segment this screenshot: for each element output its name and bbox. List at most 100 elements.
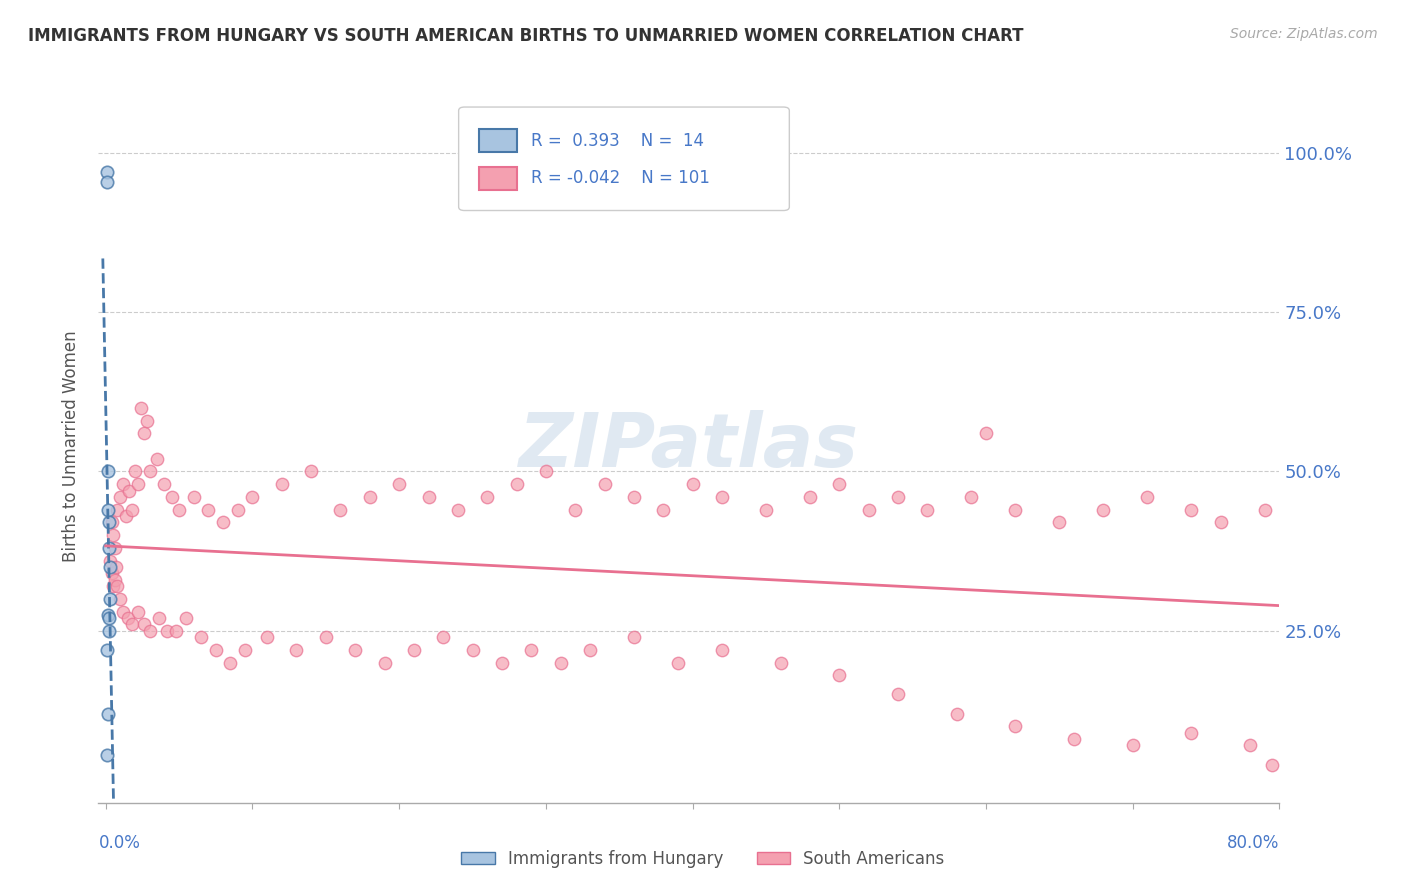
Point (828, 477, 851, 491)
Point (127, 605, 149, 619)
Point (129, 401, 152, 415)
Point (1122, 739, 1144, 753)
Point (103, 573, 125, 587)
Point (1261, 757, 1284, 772)
Point (190, 630, 212, 644)
Point (505, 477, 527, 491)
Point (101, 579, 124, 593)
Point (666, 656, 689, 670)
Point (98, 541, 121, 555)
Point (461, 643, 484, 657)
Point (623, 490, 645, 504)
Point (315, 630, 337, 644)
Point (1180, 502, 1202, 516)
Point (402, 643, 425, 657)
Point (165, 624, 187, 638)
Point (579, 643, 602, 657)
Point (101, 528, 124, 542)
Point (98, 554, 121, 568)
Point (329, 502, 352, 516)
Point (103, 541, 125, 555)
Point (204, 643, 226, 657)
Point (146, 451, 169, 466)
Point (285, 643, 308, 657)
Point (710, 643, 733, 657)
Point (256, 630, 278, 644)
Point (219, 656, 242, 670)
Point (682, 477, 704, 491)
Point (755, 502, 778, 516)
Point (135, 413, 157, 427)
Point (96, 607, 118, 622)
Point (97, 611, 120, 625)
FancyBboxPatch shape (458, 107, 789, 211)
Point (477, 490, 499, 504)
Point (945, 706, 967, 721)
Point (105, 560, 128, 574)
Legend: Immigrants from Hungary, South Americans: Immigrants from Hungary, South Americans (454, 844, 952, 875)
Point (160, 490, 183, 504)
Point (148, 611, 170, 625)
Point (139, 465, 162, 479)
Point (960, 490, 983, 504)
FancyBboxPatch shape (478, 129, 516, 152)
Text: IMMIGRANTS FROM HUNGARY VS SOUTH AMERICAN BIRTHS TO UNMARRIED WOMEN CORRELATION : IMMIGRANTS FROM HUNGARY VS SOUTH AMERICA… (28, 27, 1024, 45)
Point (96, 747, 118, 762)
Point (98, 591, 121, 606)
Point (652, 502, 675, 516)
Point (98, 560, 121, 574)
Point (447, 502, 470, 516)
Point (917, 502, 939, 516)
Point (974, 426, 997, 441)
Point (167, 502, 190, 516)
Point (107, 579, 129, 593)
Point (96, 175, 118, 189)
Point (887, 490, 910, 504)
Text: 80.0%: 80.0% (1227, 834, 1279, 852)
Point (373, 656, 395, 670)
Point (100, 516, 122, 530)
Point (299, 465, 322, 479)
Point (132, 426, 155, 441)
Text: R = -0.042    N = 101: R = -0.042 N = 101 (530, 169, 710, 187)
Point (98, 624, 121, 638)
Point (233, 643, 256, 657)
Point (96, 165, 118, 179)
Text: ZIPatlas: ZIPatlas (519, 409, 859, 483)
Point (112, 477, 135, 491)
Point (623, 630, 645, 644)
Point (117, 611, 139, 625)
Point (1047, 516, 1070, 530)
Point (432, 630, 454, 644)
Point (156, 624, 179, 638)
Point (1063, 732, 1085, 747)
Point (270, 477, 292, 491)
Point (534, 465, 557, 479)
Point (564, 502, 586, 516)
Point (124, 465, 146, 479)
Point (769, 656, 792, 670)
Point (118, 483, 141, 498)
Point (344, 643, 367, 657)
Text: 0.0%: 0.0% (98, 834, 141, 852)
Text: R =  0.393    N =  14: R = 0.393 N = 14 (530, 132, 703, 150)
Point (197, 502, 219, 516)
Point (132, 617, 155, 632)
Point (1004, 719, 1026, 733)
FancyBboxPatch shape (478, 167, 516, 190)
Point (1209, 516, 1232, 530)
Point (828, 668, 851, 682)
Point (226, 502, 249, 516)
Point (107, 502, 129, 516)
Point (112, 605, 135, 619)
Point (242, 490, 264, 504)
Point (1180, 725, 1202, 739)
Point (1136, 490, 1159, 504)
Point (1004, 502, 1026, 516)
Point (359, 490, 381, 504)
Point (100, 566, 122, 581)
Point (1239, 739, 1261, 753)
Point (97, 465, 120, 479)
Point (110, 490, 132, 504)
Point (127, 477, 149, 491)
